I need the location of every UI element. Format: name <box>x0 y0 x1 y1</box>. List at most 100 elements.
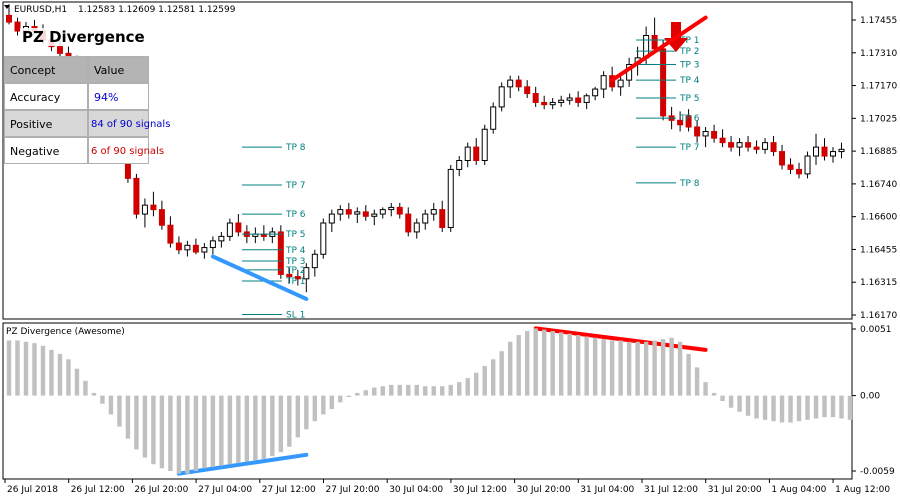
target-label: SL 1 <box>286 311 305 321</box>
oscillator-bar <box>788 395 793 423</box>
candle-down <box>14 21 21 32</box>
dropdown-arrow-icon[interactable] <box>4 5 10 9</box>
oscillator-bar <box>541 329 547 396</box>
candle <box>150 191 157 217</box>
candle <box>651 17 658 54</box>
candle-up <box>371 213 378 217</box>
time-axis-label: 31 Jul 04:00 <box>580 485 634 495</box>
candle <box>354 207 361 224</box>
indicator-title: PZ Divergence (Awesome) <box>6 327 125 337</box>
oscillator-bar <box>32 343 37 396</box>
oscillator-bar <box>720 395 725 401</box>
oscillator-bar <box>363 390 368 396</box>
oscillator-bar <box>355 392 360 396</box>
oscillator-bar <box>227 395 233 465</box>
oscillator-bar <box>176 395 182 474</box>
candle <box>320 218 327 259</box>
oscillator-bar <box>321 395 326 415</box>
candle-up <box>592 88 599 97</box>
oscillator-bar <box>100 395 105 404</box>
candle <box>133 173 140 219</box>
oscillator-bar <box>108 395 114 415</box>
candle-down <box>677 119 684 126</box>
candle-up <box>422 213 429 224</box>
divergence-lines <box>176 15 708 476</box>
candle <box>209 236 216 255</box>
candle-down <box>473 146 480 162</box>
candle <box>464 142 471 168</box>
oscillator-bar <box>830 395 836 418</box>
candle <box>779 144 786 170</box>
time-axis-label: 30 Jul 12:00 <box>453 485 507 495</box>
stats-panel: PZ Divergence Concept Value Accuracy 94%… <box>4 22 170 164</box>
oscillator-bar <box>210 395 216 467</box>
candle-down <box>753 146 760 150</box>
target-label: TP 1 <box>285 277 306 287</box>
candle-up <box>813 146 820 157</box>
candle-down <box>651 34 658 50</box>
candle-up <box>320 222 327 255</box>
candle-up <box>583 95 590 103</box>
oscillator-bar <box>754 395 759 419</box>
candle-up <box>702 130 709 137</box>
candle <box>821 138 828 161</box>
oscillator-divergence-bearish <box>533 326 708 352</box>
candle <box>371 209 378 226</box>
candle-up <box>226 222 233 237</box>
candle <box>422 209 429 230</box>
price-axis-label: 1.17170 <box>860 82 897 92</box>
time-axis-label: 26 Jul 20:00 <box>134 485 188 495</box>
oscillator-bar <box>338 395 343 403</box>
candle-up <box>354 211 361 215</box>
oscillator-bar <box>49 349 54 396</box>
target-label: TP 6 <box>285 210 306 220</box>
candle-up <box>736 142 743 148</box>
oscillator-axis-label: -0.0059 <box>860 467 895 477</box>
price-divergence-bullish <box>210 254 309 301</box>
oscillator-bar <box>219 395 224 466</box>
price-axis-label: 1.16170 <box>860 311 897 321</box>
oscillator-bar <box>448 384 453 396</box>
target-label: TP 4 <box>679 76 700 86</box>
candle <box>226 218 233 241</box>
row-negative-value: 6 of 90 signals <box>88 137 164 164</box>
time-axis-label: 26 Jul 12:00 <box>71 485 125 495</box>
oscillator-bar <box>40 345 46 396</box>
candle <box>685 109 692 132</box>
candle-down <box>396 206 403 215</box>
candle-down <box>532 93 539 103</box>
oscillator-bar <box>635 341 640 396</box>
candle <box>583 93 590 110</box>
candle <box>218 231 225 248</box>
stats-title: PZ Divergence <box>20 28 147 46</box>
oscillator-bar <box>159 395 165 469</box>
candle <box>745 135 752 152</box>
oscillator-bar <box>287 395 292 447</box>
oscillator-bar <box>278 395 284 453</box>
candle-up <box>209 240 216 249</box>
oscillator-bar <box>15 340 20 396</box>
candle-up <box>566 97 573 101</box>
oscillator-bar <box>244 395 250 462</box>
target-label: TP 6 <box>679 114 700 124</box>
candle-down <box>821 146 828 157</box>
target-label: SL 1 <box>680 0 699 1</box>
oscillator-bar <box>737 395 742 412</box>
target-label: TP 7 <box>285 181 306 191</box>
price-axis-label: 1.16740 <box>860 180 897 190</box>
candle <box>507 75 514 98</box>
oscillator-bar <box>389 384 394 396</box>
oscillator-bar <box>125 395 131 439</box>
candle <box>617 75 624 96</box>
candle <box>600 71 607 98</box>
oscillator-bar <box>499 351 504 396</box>
oscillator-bar <box>482 366 487 396</box>
oscillator-bar <box>270 395 275 457</box>
candle-up <box>762 142 769 150</box>
target-label: TP 1 <box>679 36 700 46</box>
oscillator-bar <box>609 340 615 396</box>
candle <box>6 4 12 25</box>
candle <box>498 82 505 112</box>
row-positive-value: 84 of 90 signals <box>88 110 170 137</box>
